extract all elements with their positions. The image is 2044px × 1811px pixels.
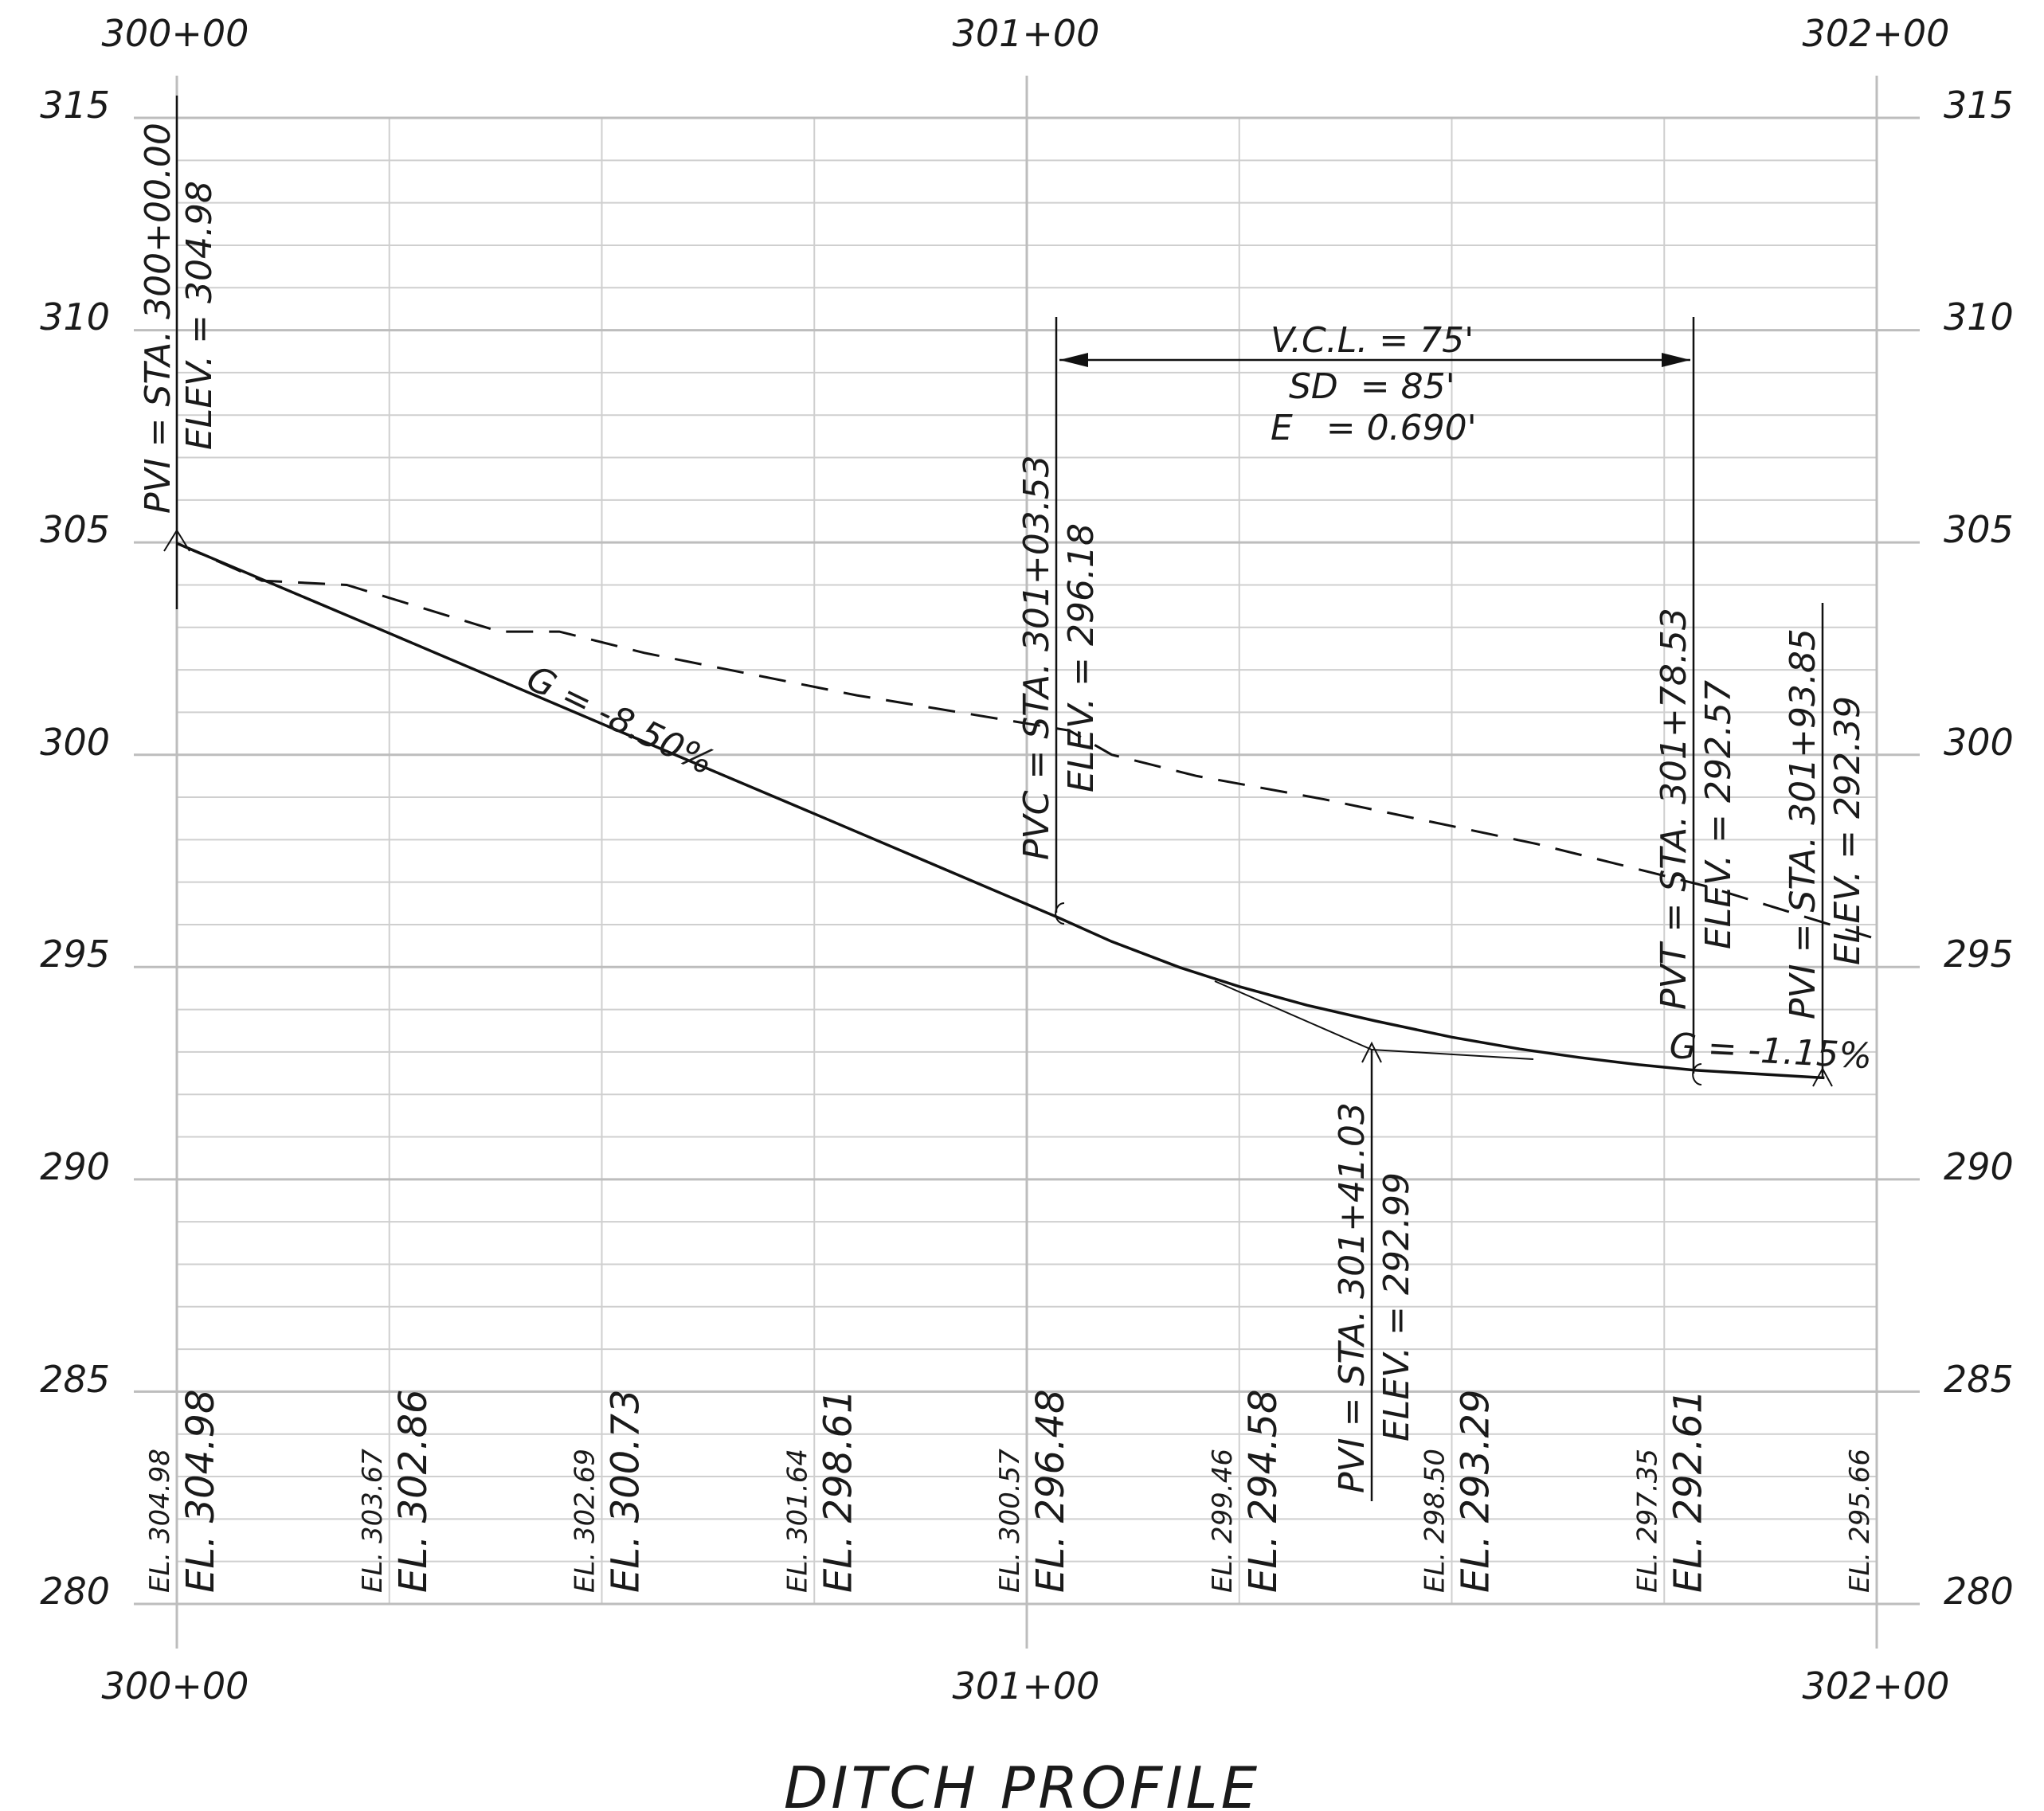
pvi-mid-elevation-label: ELEV. = 292.99 bbox=[1376, 1172, 1417, 1441]
outgoing-tangent-extension bbox=[1371, 1049, 1534, 1060]
pvi-start-elevation-label: ELEV. = 304.98 bbox=[179, 181, 220, 450]
e-label: E = 0.690' bbox=[1271, 408, 1477, 448]
proposed-ditch-line bbox=[176, 542, 1825, 1080]
elev-label-right-300: 300 bbox=[1944, 721, 2014, 764]
elev-label-right-285: 285 bbox=[1944, 1358, 2014, 1401]
elev-label-right-280: 280 bbox=[1944, 1570, 2014, 1613]
existing-elevation-label: EL. 302.69 bbox=[570, 1449, 601, 1593]
elev-label-left-305: 305 bbox=[40, 508, 110, 551]
station-label-bottom-301: 301+00 bbox=[953, 1664, 1100, 1707]
incoming-tangent-extension bbox=[1214, 980, 1372, 1050]
elev-label-right-310: 310 bbox=[1944, 295, 2014, 338]
pvc-station-label: PVC = STA. 301+03.53 bbox=[1016, 455, 1057, 860]
major-grid bbox=[134, 76, 1920, 1649]
existing-elevation-label: EL. 299.46 bbox=[1207, 1449, 1239, 1593]
pvi-start-marker-icon bbox=[163, 529, 190, 552]
proposed-elevation-label: EL. 298.61 bbox=[816, 1389, 860, 1593]
existing-elevation-label: EL. 295.66 bbox=[1844, 1449, 1876, 1593]
station-label-bottom-302: 302+00 bbox=[1803, 1664, 1950, 1707]
pvt-elevation-label: ELEV. = 292.57 bbox=[1698, 680, 1739, 949]
existing-elevation-label: EL. 300.57 bbox=[994, 1449, 1026, 1593]
elev-label-right-315: 315 bbox=[1944, 84, 2014, 127]
existing-elevation-label: EL. 303.67 bbox=[357, 1449, 389, 1593]
pvi-mid-station-label: PVI = STA. 301+41.03 bbox=[1332, 1102, 1372, 1493]
incoming-grade-label: G = -8.50% bbox=[520, 658, 720, 783]
proposed-elevation-label: EL. 302.86 bbox=[391, 1389, 436, 1593]
pvi-end-station-label: PVI = STA. 301+93.85 bbox=[1783, 628, 1823, 1019]
vcl-arrow-right-icon bbox=[1662, 353, 1690, 367]
pvt-marker-icon bbox=[1692, 1063, 1702, 1085]
proposed-elevation-label: EL. 296.48 bbox=[1028, 1389, 1073, 1593]
proposed-elevation-label: EL. 293.29 bbox=[1454, 1389, 1498, 1593]
elev-label-left-300: 300 bbox=[40, 721, 110, 764]
elev-label-left-295: 295 bbox=[40, 933, 110, 976]
elev-label-left-280: 280 bbox=[40, 1570, 110, 1613]
pvi-end-elevation-label: ELEV. = 292.39 bbox=[1827, 696, 1868, 965]
station-label-top-302: 302+00 bbox=[1803, 12, 1950, 55]
elev-label-left-290: 290 bbox=[40, 1145, 110, 1188]
vcl-arrow-left-icon bbox=[1059, 353, 1088, 367]
elev-label-left-315: 315 bbox=[40, 84, 110, 127]
elev-label-right-295: 295 bbox=[1944, 933, 2014, 976]
elevation-label-band: EL. 304.98 EL. 303.67 EL. 302.69 EL. 301.64… bbox=[144, 1389, 1876, 1593]
existing-elevation-label: EL. 301.64 bbox=[781, 1449, 813, 1593]
elev-label-right-290: 290 bbox=[1944, 1145, 2014, 1188]
pvi-start-station-label: PVI = STA. 300+00.00 bbox=[138, 123, 178, 514]
pvc-marker-icon bbox=[1055, 902, 1065, 925]
proposed-elevation-label: EL. 294.58 bbox=[1241, 1389, 1286, 1593]
sd-label: SD = 85' bbox=[1289, 366, 1455, 407]
existing-elevation-label: EL. 304.98 bbox=[144, 1449, 176, 1593]
elev-label-left-285: 285 bbox=[40, 1358, 110, 1401]
existing-elevation-label: EL. 297.35 bbox=[1631, 1449, 1663, 1593]
station-label-top-300: 300+00 bbox=[102, 12, 249, 55]
proposed-elevation-label: EL. 300.73 bbox=[604, 1389, 648, 1593]
pvt-station-label: PVT = STA. 301+78.53 bbox=[1654, 608, 1694, 1010]
vcl-label: V.C.L. = 75' bbox=[1271, 320, 1474, 361]
elev-label-left-310: 310 bbox=[40, 295, 110, 338]
existing-elevation-label: EL. 298.50 bbox=[1419, 1449, 1451, 1593]
proposed-elevation-label: EL. 292.61 bbox=[1666, 1389, 1710, 1593]
station-label-top-301: 301+00 bbox=[953, 12, 1100, 55]
station-label-bottom-300: 300+00 bbox=[102, 1664, 249, 1707]
pvi-end-marker-icon bbox=[1812, 1066, 1833, 1087]
pvc-elevation-label: ELEV. = 296.18 bbox=[1061, 523, 1102, 792]
drawing-title: DITCH PROFILE bbox=[784, 1754, 1260, 1811]
pvi-mid-marker-icon bbox=[1361, 1041, 1382, 1063]
elev-label-right-305: 305 bbox=[1944, 508, 2014, 551]
proposed-elevation-label: EL. 304.98 bbox=[178, 1389, 223, 1593]
